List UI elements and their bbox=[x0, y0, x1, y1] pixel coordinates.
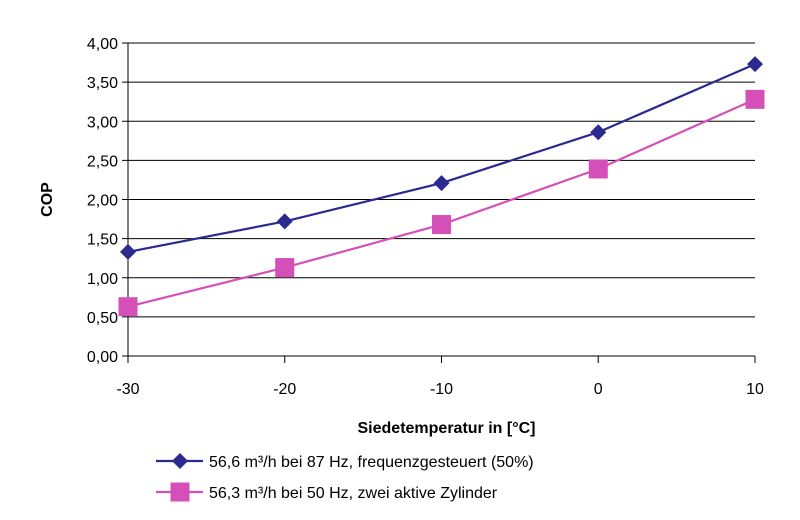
data-point bbox=[590, 124, 607, 141]
y-tick-label: 2,50 bbox=[87, 153, 118, 170]
x-tick-label: -20 bbox=[273, 381, 296, 398]
legend-marker bbox=[170, 482, 190, 502]
data-point bbox=[276, 213, 293, 230]
y-axis-title: COP bbox=[39, 182, 56, 217]
data-point bbox=[432, 215, 451, 235]
y-tick-label: 0,50 bbox=[87, 310, 118, 327]
series-group bbox=[118, 56, 765, 317]
y-tick-label: 2,00 bbox=[87, 193, 118, 210]
data-point bbox=[745, 89, 765, 109]
y-tick-labels: 0,00 0,50 1,00 1,50 2,00 2,50 3,00 3,50 4,00 bbox=[87, 36, 118, 366]
x-axis-title: Siedetemperatur in [°C] bbox=[358, 420, 536, 437]
legend: 56,6 m³/h bei 87 Hz, frequenzgesteuert (… bbox=[156, 453, 534, 502]
y-tick-label: 0,00 bbox=[87, 349, 118, 366]
data-point bbox=[275, 258, 295, 278]
data-point bbox=[747, 56, 763, 73]
y-tick-label: 1,50 bbox=[87, 232, 118, 249]
legend-marker bbox=[172, 453, 188, 469]
data-point bbox=[120, 243, 136, 260]
x-tick-label: 0 bbox=[594, 381, 603, 398]
x-tick-label: -30 bbox=[116, 381, 139, 398]
y-tick-label: 4,00 bbox=[87, 36, 118, 53]
x-tick-labels: -30 -20 -10 0 10 bbox=[116, 381, 764, 398]
y-tick-label: 3,00 bbox=[87, 114, 118, 131]
x-tick-label: 10 bbox=[746, 381, 764, 398]
data-point bbox=[433, 175, 450, 192]
series-line bbox=[127, 98, 756, 308]
x-tick-label: -10 bbox=[430, 381, 453, 398]
legend-label: 56,6 m³/h bei 87 Hz, frequenzgesteuert (… bbox=[209, 454, 534, 471]
legend-label: 56,3 m³/h bei 50 Hz, zwei aktive Zylinde… bbox=[209, 485, 498, 502]
axes bbox=[122, 42, 756, 363]
gridlines bbox=[128, 42, 755, 318]
data-point bbox=[118, 297, 138, 317]
y-tick-label: 1,00 bbox=[87, 271, 118, 288]
data-point bbox=[588, 159, 608, 179]
y-tick-label: 3,50 bbox=[87, 75, 118, 92]
